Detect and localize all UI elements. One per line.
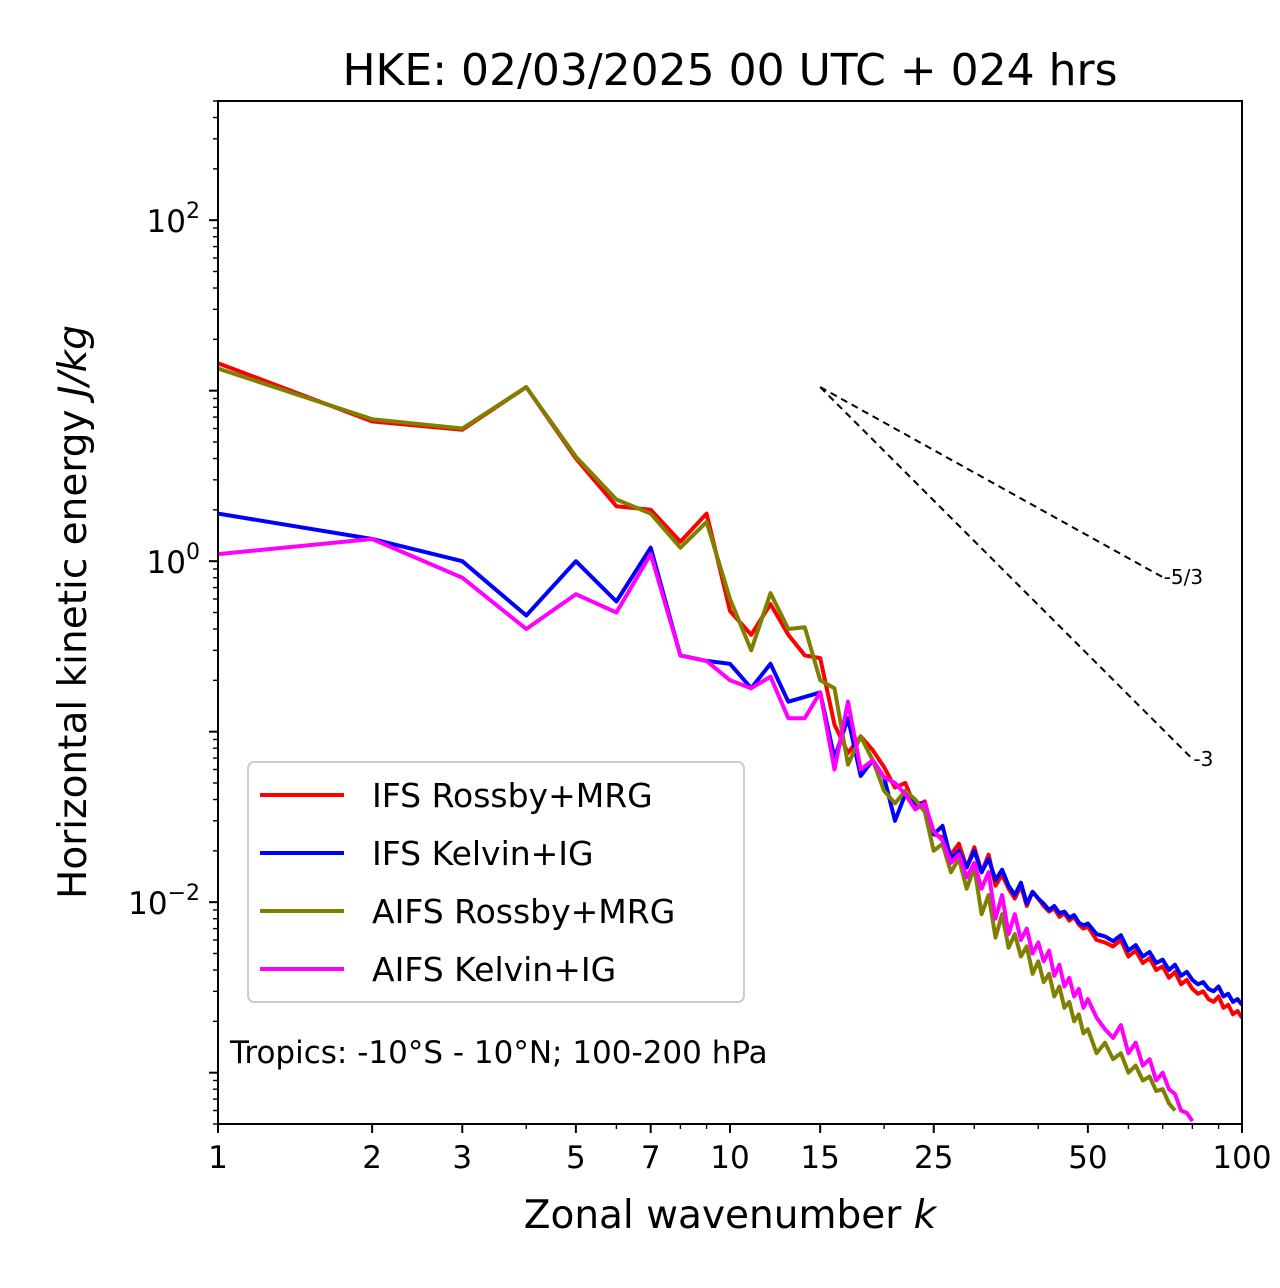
x-tick-label: 25 [914,1140,953,1176]
reference-slope-label: -5/3 [1164,565,1203,589]
y-tick-label: 100 [147,540,200,581]
x-tick-label: 7 [641,1140,661,1176]
y-tick-exponent: −2 [168,881,200,906]
x-axis-label-text: Zonal wavenumber [524,1193,902,1238]
x-axis-label: Zonal wavenumber k [524,1193,938,1238]
y-tick-label: 10−2 [128,881,200,922]
legend-box [247,761,745,1003]
reference-slope-label: -3 [1193,747,1213,771]
series-line-aifs-rossby-mrg [218,366,1177,1112]
series-layer [218,361,1242,1123]
y-axis-label: Horizontal kinetic energy J/kg [51,325,96,899]
x-axis-variable: k [914,1193,938,1238]
x-tick-label: 10 [710,1140,749,1176]
series-line-ifs-kelvin-ig [218,511,1242,1007]
legend-label: AIFS Rossby+MRG [372,892,675,931]
y-tick-base: 10 [147,545,186,581]
y-tick-exponent: 2 [186,199,200,224]
series-line-ifs-rossby-mrg [218,361,1242,1019]
legend-label: AIFS Kelvin+IG [372,950,616,989]
x-tick-label: 15 [800,1140,839,1176]
x-tick-label: 50 [1068,1140,1107,1176]
y-axis-unit: J/kg [51,325,96,404]
x-tick-label: 100 [1212,1140,1271,1176]
x-tick-label: 1 [208,1140,228,1176]
legend-label: IFS Kelvin+IG [372,834,594,873]
slope-reference-lines: -5/3 -3 [819,386,1213,771]
x-tick-label: 5 [566,1140,586,1176]
legend-label: IFS Rossby+MRG [372,776,653,815]
reference-slope-line [819,386,1164,579]
y-tick-base: 10 [128,886,167,922]
chart-title: HKE: 02/03/2025 00 UTC + 024 hrs [342,45,1117,96]
legend: IFS Rossby+MRG IFS Kelvin+IG AIFS Rossby+M… [247,761,745,1003]
y-axis-label-text: Horizontal kinetic energy [51,409,96,899]
legend-entries: IFS Rossby+MRG IFS Kelvin+IG AIFS Rossby+M… [260,776,675,989]
region-annotation: Tropics: -10°S - 10°N; 100-200 hPa [229,1035,768,1071]
x-axis-ticks: 1 2 3 5 7 10 15 25 50 100 [208,1124,1272,1176]
y-tick-base: 10 [147,204,186,240]
y-tick-label: 102 [147,199,200,240]
y-tick-exponent: 0 [186,540,200,565]
x-tick-label: 3 [452,1140,472,1176]
reference-slope-line [819,386,1194,760]
series-line-aifs-kelvin-ig [218,537,1195,1123]
x-tick-label: 2 [362,1140,382,1176]
